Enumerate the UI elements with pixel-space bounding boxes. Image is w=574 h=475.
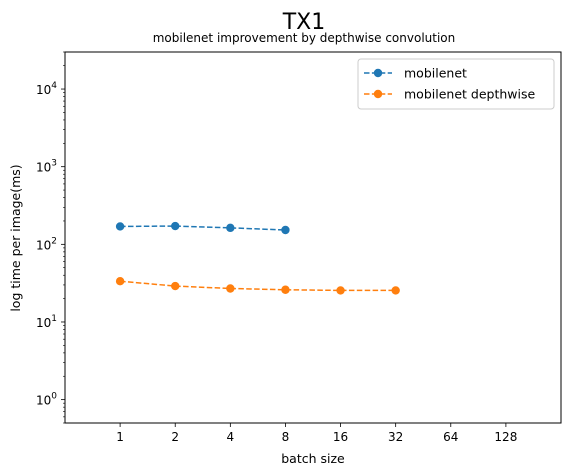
y-tick-exponent: 1: [51, 314, 57, 324]
data-point: [115, 277, 125, 286]
y-tick-base: 10: [36, 238, 51, 252]
legend: mobilenet mobilenet depthwise: [357, 58, 555, 110]
y-tick-base: 10: [36, 394, 51, 408]
y-tick-exponent: 4: [51, 81, 57, 91]
series-line: [120, 225, 286, 231]
legend-marker: [373, 89, 383, 99]
data-point: [115, 222, 125, 231]
y-tick-exponent: 3: [51, 159, 57, 169]
legend-label: mobilenet depthwise: [404, 87, 535, 102]
y-tick-exponent: 2: [51, 236, 57, 246]
series-line: [120, 280, 396, 292]
y-tick-label: 104: [36, 81, 57, 97]
y-axis-label: log time per image(ms): [8, 164, 23, 311]
x-tick-label: 32: [388, 430, 403, 444]
data-point: [171, 281, 180, 291]
x-tick-label: 16: [333, 430, 348, 444]
legend-label: mobilenet: [404, 66, 467, 81]
legend-marker: [373, 68, 383, 78]
data-point: [281, 285, 290, 294]
x-axis: 1 2 4 8 16 32 64 128: [116, 423, 517, 444]
data-point: [226, 223, 235, 233]
data-point: [226, 284, 235, 293]
x-tick-label: 1: [116, 430, 124, 444]
y-tick-label: 103: [36, 159, 57, 175]
y-tick-label: 101: [36, 314, 57, 330]
plot-area: [64, 51, 562, 424]
data-point: [281, 225, 290, 235]
x-tick-label: 4: [227, 430, 235, 444]
data-point: [336, 286, 345, 295]
chart-title: TX1: [282, 10, 326, 35]
y-tick-exponent: 0: [51, 392, 57, 402]
y-tick-label: 102: [36, 236, 57, 252]
x-tick-label: 2: [171, 430, 179, 444]
y-tick-base: 10: [36, 83, 51, 97]
x-tick-label: 128: [494, 430, 517, 444]
legend-box: [357, 58, 555, 110]
series-layer: [115, 221, 400, 295]
data-point: [391, 286, 400, 295]
chart-subtitle: mobilenet improvement by depthwise convo…: [153, 31, 456, 45]
x-axis-label: batch size: [281, 451, 345, 466]
x-tick-label: 64: [443, 430, 458, 444]
y-tick-label: 100: [36, 392, 57, 408]
x-tick-label: 8: [282, 430, 290, 444]
y-tick-base: 10: [36, 161, 51, 175]
data-point: [171, 221, 180, 231]
y-tick-base: 10: [36, 316, 51, 330]
